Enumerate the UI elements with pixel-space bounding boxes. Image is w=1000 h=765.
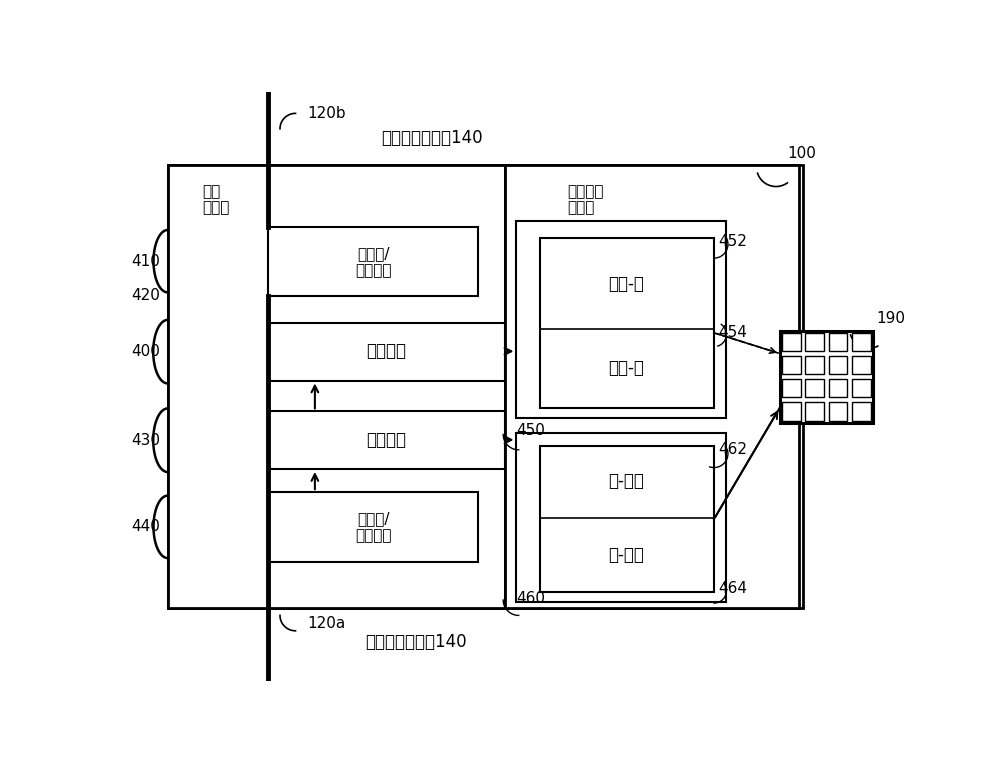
Bar [782, 333, 801, 351]
Text: 可配置: 可配置 [567, 200, 594, 215]
Text: 450: 450 [516, 423, 545, 438]
Bar [540, 238, 714, 408]
Bar [168, 165, 803, 607]
Bar [782, 356, 801, 374]
Bar [829, 379, 847, 398]
Text: 连接器: 连接器 [202, 200, 230, 215]
Text: 解复用器: 解复用器 [355, 263, 391, 278]
Text: 数字-光: 数字-光 [608, 360, 644, 377]
Text: 430: 430 [131, 433, 160, 448]
Text: 420: 420 [131, 288, 160, 304]
Bar [168, 165, 505, 607]
Bar [780, 330, 873, 423]
Bar [268, 323, 505, 380]
Text: 464: 464 [718, 581, 747, 596]
Text: 光-模拟: 光-模拟 [608, 473, 644, 490]
Text: 454: 454 [718, 324, 747, 340]
Text: 光-数字: 光-数字 [608, 545, 644, 564]
Bar [268, 492, 478, 562]
Bar [516, 221, 726, 418]
Text: 远离光电收发器140: 远离光电收发器140 [381, 129, 482, 147]
Bar [782, 402, 801, 421]
Bar [805, 356, 824, 374]
Text: 总线: 总线 [202, 184, 221, 200]
Bar [268, 412, 505, 469]
Bar [852, 333, 871, 351]
Bar [805, 333, 824, 351]
Text: 462: 462 [718, 442, 747, 457]
Text: 410: 410 [131, 254, 160, 269]
Text: 光学下放: 光学下放 [366, 431, 406, 449]
Bar [505, 165, 799, 607]
Text: 452: 452 [718, 234, 747, 249]
Bar [782, 379, 801, 398]
Bar [516, 433, 726, 602]
Text: 100: 100 [788, 146, 816, 161]
Bar [852, 379, 871, 398]
Text: 复用器/: 复用器/ [357, 246, 389, 261]
Bar [852, 402, 871, 421]
Bar [829, 356, 847, 374]
Text: 400: 400 [131, 343, 160, 359]
Text: 190: 190 [877, 311, 906, 327]
Text: 120a: 120a [307, 616, 345, 630]
Text: 解复用器: 解复用器 [355, 529, 391, 544]
Bar [805, 402, 824, 421]
Text: 440: 440 [131, 519, 160, 534]
Bar [829, 333, 847, 351]
Text: 模拟-光: 模拟-光 [608, 275, 644, 292]
Bar [268, 226, 478, 296]
Bar [852, 356, 871, 374]
Text: 460: 460 [516, 591, 545, 606]
Text: 朝向光电收发器140: 朝向光电收发器140 [365, 633, 467, 651]
Bar [805, 379, 824, 398]
Bar [540, 446, 714, 592]
Text: 光学频率: 光学频率 [567, 184, 603, 200]
Text: 复用器/: 复用器/ [357, 512, 389, 526]
Text: 120b: 120b [307, 106, 346, 121]
Text: 光学添加: 光学添加 [366, 342, 406, 360]
Bar [829, 402, 847, 421]
